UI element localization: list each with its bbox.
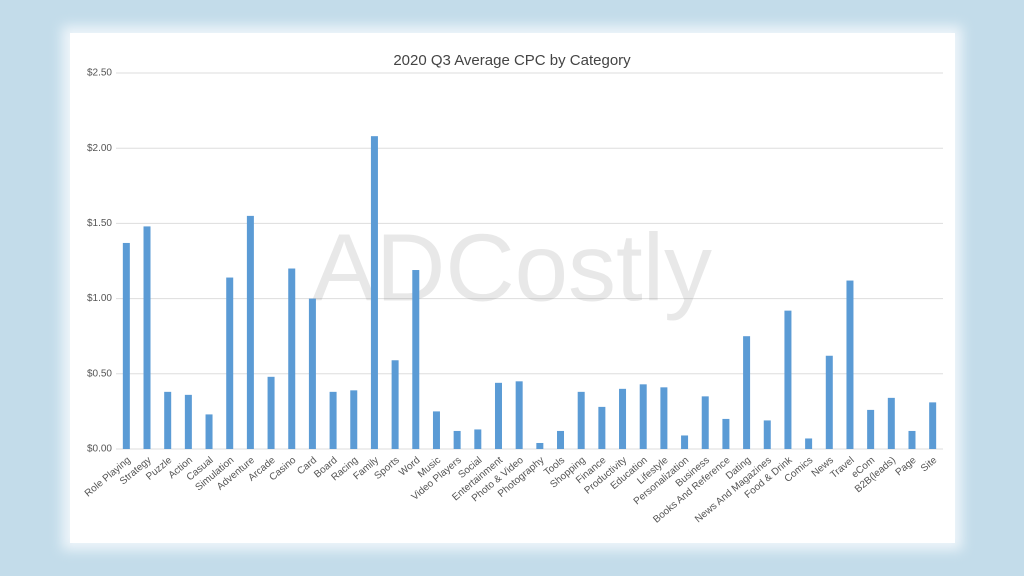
y-tick-label: $1.50	[87, 218, 112, 229]
bar	[805, 438, 813, 449]
y-tick-label: $0.00	[87, 444, 112, 455]
bar	[288, 268, 296, 449]
chart-title: 2020 Q3 Average CPC by Category	[393, 52, 631, 69]
y-tick-label: $2.00	[87, 143, 112, 154]
bar	[784, 310, 792, 449]
bar	[722, 418, 730, 449]
bar	[536, 442, 544, 449]
bar	[908, 430, 916, 449]
bar	[350, 390, 358, 449]
bar	[474, 429, 482, 449]
bar	[246, 215, 254, 449]
bar	[164, 391, 172, 449]
bar	[267, 376, 275, 449]
y-tick-label: $2.50	[87, 68, 112, 79]
bar	[143, 226, 151, 449]
bar	[308, 298, 316, 449]
bar	[598, 406, 606, 449]
bar	[432, 411, 440, 449]
bar	[184, 394, 192, 449]
bar	[329, 391, 337, 449]
bar	[453, 430, 461, 449]
bar	[122, 242, 130, 449]
bar	[412, 270, 420, 449]
bar	[391, 360, 399, 449]
bar	[226, 277, 234, 449]
y-tick-label: $0.50	[87, 368, 112, 379]
bar	[763, 420, 771, 449]
watermark: ADCostly	[312, 214, 712, 321]
bar	[515, 381, 523, 449]
bar	[577, 391, 585, 449]
bar	[701, 396, 709, 449]
y-tick-label: $1.00	[87, 293, 112, 304]
bar	[619, 388, 627, 449]
bar	[887, 397, 895, 449]
bar	[205, 414, 213, 449]
bar	[743, 336, 751, 449]
bar	[557, 430, 565, 449]
bar	[494, 382, 502, 449]
bar	[639, 384, 647, 449]
bar	[681, 435, 689, 449]
bar	[867, 409, 875, 449]
bar	[929, 402, 937, 449]
bar	[846, 280, 854, 449]
bar	[660, 387, 668, 449]
panel	[70, 33, 955, 543]
bar	[825, 355, 833, 449]
bar	[370, 136, 378, 449]
